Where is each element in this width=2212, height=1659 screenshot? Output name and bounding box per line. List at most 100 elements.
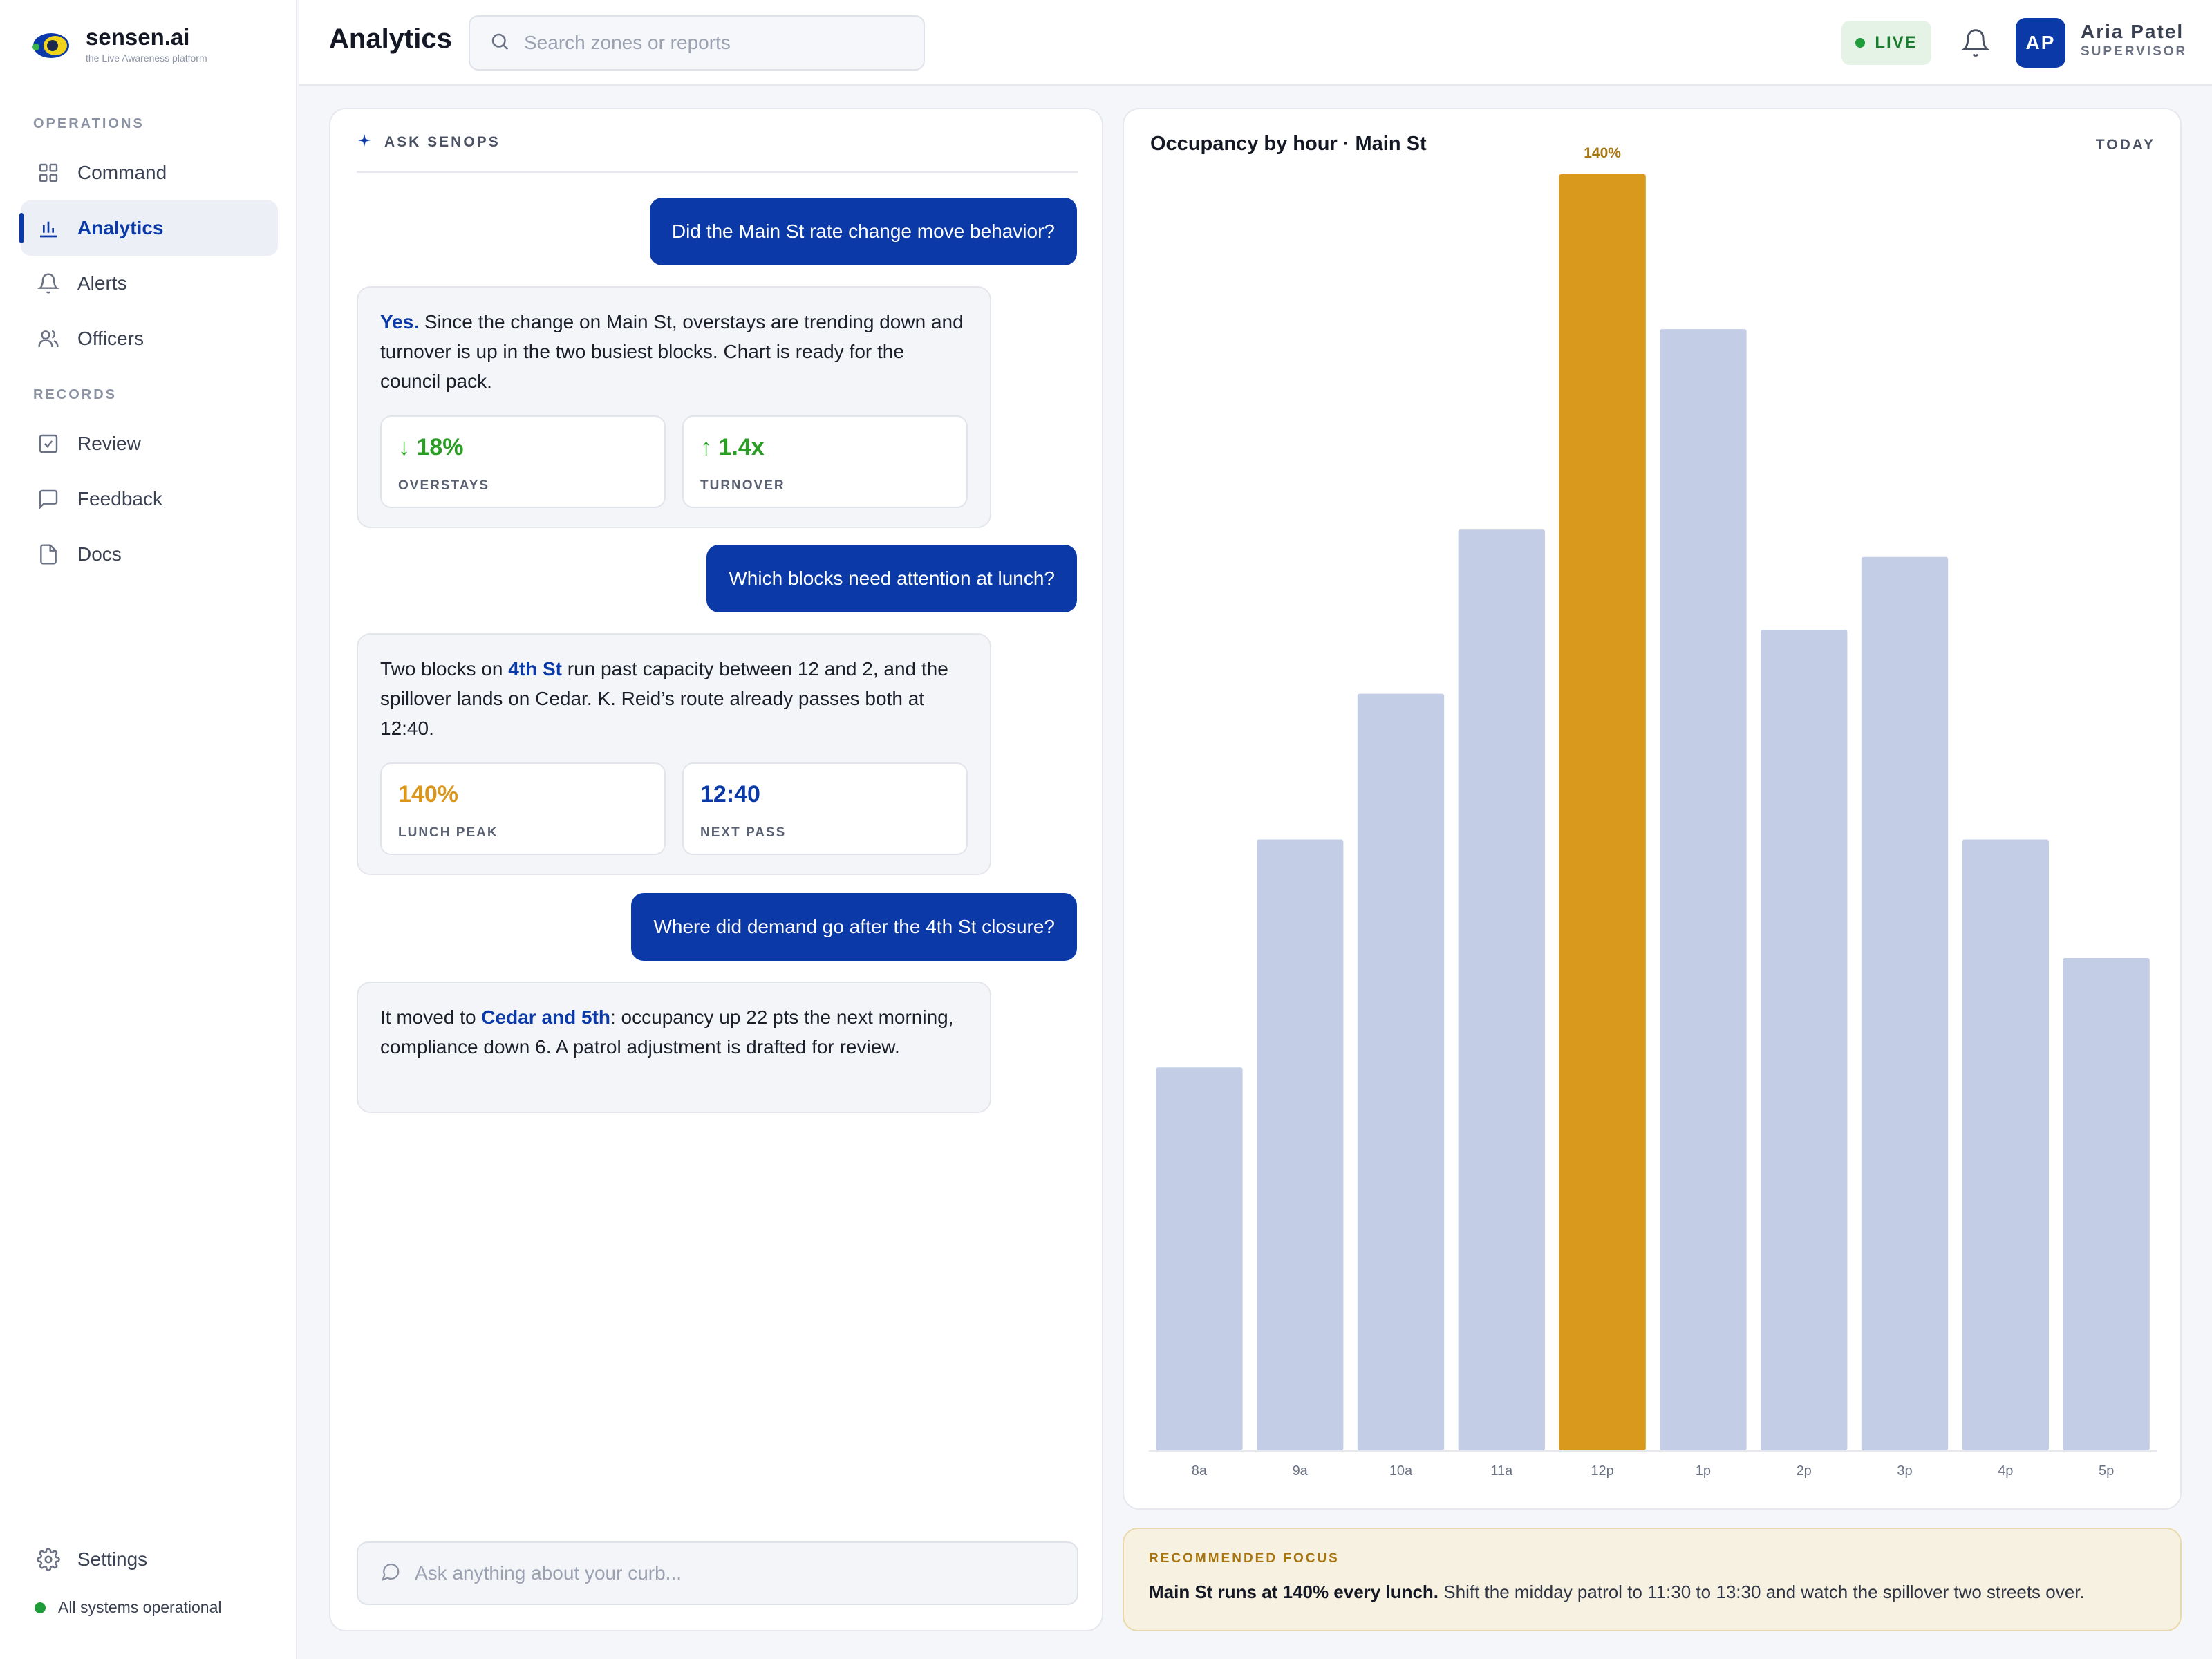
chat-bubble-icon — [380, 1562, 401, 1586]
metric-card-turnover: ↑ 1.4x TURNOVER — [682, 415, 968, 508]
metric-value: 140% — [398, 781, 458, 807]
sidebar-item-docs[interactable]: Docs — [21, 527, 278, 582]
metric-value: 12:40 — [700, 781, 760, 807]
bell-icon — [36, 271, 61, 296]
check-square-icon — [36, 431, 61, 456]
assistant-message: Two blocks on 4th St run past capacity b… — [357, 633, 991, 875]
sidebar-item-officers[interactable]: Officers — [21, 311, 278, 366]
chat-panel: ASK SENOPS Did the Main St rate change m… — [329, 108, 1103, 1631]
metric-value: ↑ 1.4x — [700, 434, 765, 460]
answer-text: : occupancy up 22 pts the next morning, … — [380, 1006, 954, 1058]
gear-icon — [36, 1547, 61, 1572]
live-label: LIVE — [1875, 33, 1918, 52]
metric-label: TURNOVER — [700, 478, 785, 493]
chart-bar-1p[interactable] — [1660, 329, 1747, 1451]
recommendation-body: Shift the midday patrol to 11:30 to 13:3… — [1438, 1582, 2085, 1602]
x-tick-label: 10a — [1389, 1463, 1413, 1479]
answer-lead: Yes. — [380, 311, 420, 332]
chart-bar-4p[interactable] — [1962, 839, 2049, 1450]
chart-bar-11a[interactable] — [1458, 529, 1545, 1450]
message-square-icon — [36, 487, 61, 512]
sidebar-item-feedback[interactable]: Feedback — [21, 471, 278, 527]
chat-header: ASK SENOPS — [357, 133, 1078, 173]
chart-period[interactable]: TODAY — [2095, 137, 2155, 153]
grid-icon — [36, 160, 61, 185]
recommendation-card: RECOMMENDED FOCUS Main St runs at 140% e… — [1123, 1528, 2182, 1631]
system-status-text: All systems operational — [58, 1598, 222, 1616]
sidebar-item-label: Officers — [77, 328, 144, 349]
answer-highlight: Cedar and 5th — [481, 1006, 610, 1028]
occupancy-bar-chart: 8a 9a 10a 11a 12p 140% 1p 2p 3p 4p 5p — [1149, 145, 2157, 1479]
assistant-message: It moved to Cedar and 5th: occupancy up … — [357, 982, 991, 1113]
nav-section-operations: OPERATIONS — [33, 116, 144, 131]
answer-highlight: 4th St — [508, 658, 562, 679]
chart-bar-3p[interactable] — [1861, 556, 1949, 1450]
sidebar: sensen.ai the Live Awareness platform OP… — [0, 0, 297, 1659]
chat-header-label: ASK SENOPS — [384, 134, 500, 150]
chart-panel: Occupancy by hour · Main St TODAY 8a 9a 10… — [1123, 108, 2182, 1510]
sidebar-item-review[interactable]: Review — [21, 416, 278, 471]
brand[interactable]: sensen.ai the Live Awareness platform — [32, 24, 207, 65]
x-tick-label: 12p — [1591, 1463, 1613, 1479]
user-message: Where did demand go after the 4th St clo… — [631, 893, 1077, 961]
sidebar-item-command[interactable]: Command — [21, 145, 278, 200]
metric-label: OVERSTAYS — [398, 478, 490, 493]
recommendation-label: RECOMMENDED FOCUS — [1149, 1551, 1340, 1566]
chart-bar-10a[interactable] — [1357, 693, 1445, 1450]
x-tick-label: 9a — [1293, 1463, 1309, 1479]
answer-text: run past capacity between 12 and 2, and … — [380, 658, 948, 739]
x-tick-label: 11a — [1490, 1463, 1513, 1479]
metric-row: 140% LUNCH PEAK 12:40 NEXT PASS — [380, 762, 968, 855]
metric-label: NEXT PASS — [700, 825, 787, 840]
sidebar-item-label: Docs — [77, 543, 122, 565]
notifications-bell-icon[interactable] — [1960, 28, 1991, 58]
user-message: Did the Main St rate change move behavio… — [649, 198, 1077, 265]
avatar[interactable]: AP — [2016, 18, 2065, 68]
brand-tagline: the Live Awareness platform — [86, 53, 207, 64]
sidebar-item-analytics[interactable]: Analytics — [19, 200, 278, 256]
search-box[interactable] — [469, 15, 925, 71]
sidebar-item-label: Settings — [77, 1548, 148, 1570]
chart-bar-8a[interactable] — [1156, 1067, 1243, 1450]
recommendation-bold: Main St runs at 140% every lunch. — [1149, 1582, 1439, 1602]
bar-value-label: 140% — [1584, 145, 1621, 161]
sidebar-item-label: Feedback — [77, 488, 162, 509]
assistant-message: Yes. Since the change on Main St, overst… — [357, 286, 991, 528]
live-dot-icon — [1855, 38, 1866, 48]
search-icon — [489, 31, 510, 55]
users-icon — [36, 326, 61, 351]
answer-text: Two blocks on — [380, 658, 509, 679]
nav-section-records: RECORDS — [33, 387, 118, 402]
brand-logo-icon — [32, 25, 71, 64]
chart-title: Occupancy by hour · Main St — [1150, 133, 1427, 155]
x-tick-label: 2p — [1797, 1463, 1812, 1479]
chat-input-box[interactable] — [357, 1541, 1078, 1605]
sidebar-item-settings[interactable]: Settings — [21, 1532, 278, 1587]
sparkle-icon — [357, 133, 371, 147]
user-role: SUPERVISOR — [2081, 44, 2188, 59]
page-title: Analytics — [329, 24, 452, 54]
recommendation-text: Main St runs at 140% every lunch. Shift … — [1149, 1582, 2155, 1603]
top-bar: Analytics LIVE AP Aria Patel SUPERVISOR — [299, 0, 2212, 86]
metric-value: ↓ 18% — [398, 434, 464, 460]
sidebar-item-label: Analytics — [77, 217, 164, 238]
user-message: Which blocks need attention at lunch? — [706, 545, 1077, 612]
x-tick-label: 4p — [1998, 1463, 2013, 1479]
x-tick-label: 5p — [2099, 1463, 2114, 1479]
metric-card-overstays: ↓ 18% OVERSTAYS — [380, 415, 666, 508]
metric-label: LUNCH PEAK — [398, 825, 498, 840]
answer-text: It moved to — [380, 1006, 482, 1028]
chart-bar-5p[interactable] — [2063, 957, 2150, 1450]
metric-row: ↓ 18% OVERSTAYS ↑ 1.4x TURNOVER — [380, 415, 968, 508]
sidebar-item-alerts[interactable]: Alerts — [21, 256, 278, 311]
chart-bar-12p[interactable] — [1559, 174, 1646, 1450]
metric-card-lunch-peak: 140% LUNCH PEAK — [380, 762, 666, 855]
status-dot-icon — [35, 1602, 46, 1613]
search-input[interactable] — [524, 32, 911, 54]
metric-card-next-pass: 12:40 NEXT PASS — [682, 762, 968, 855]
chart-bar-9a[interactable] — [1257, 839, 1344, 1450]
file-icon — [36, 542, 61, 567]
chart-bar-2p[interactable] — [1761, 630, 1848, 1451]
brand-name: sensen.ai — [86, 24, 190, 50]
chat-input[interactable] — [415, 1562, 1037, 1584]
